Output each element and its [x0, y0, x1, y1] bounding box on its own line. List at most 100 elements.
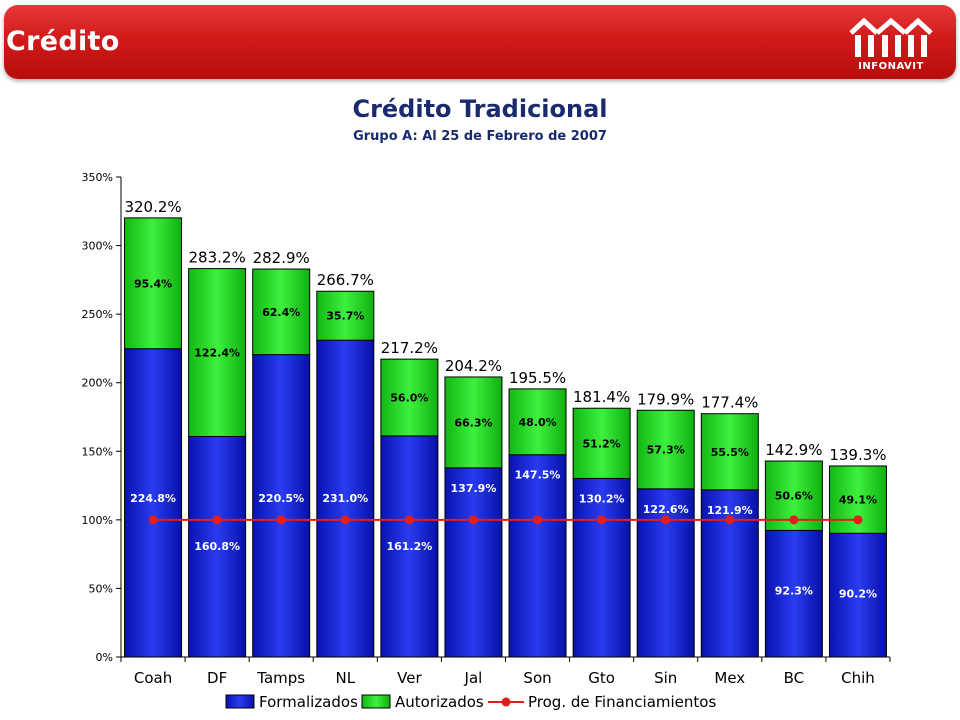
bar-autorizados	[636, 409, 695, 490]
data-label-autorizados: 48.0%	[518, 416, 556, 429]
bar-formalizados	[828, 532, 887, 658]
bar-formalizados	[188, 435, 247, 658]
bar-autorizados	[252, 268, 311, 356]
data-label-formalizados: 137.9%	[451, 482, 497, 495]
x-tick-label: NL	[336, 669, 356, 687]
page-title: Crédito	[6, 26, 120, 57]
x-tick-label: Gto	[588, 669, 615, 687]
total-label: 320.2%	[124, 198, 181, 216]
y-tick-label: 350%	[82, 171, 113, 184]
logo-text: INFONAVIT	[858, 61, 924, 72]
data-label-formalizados: 90.2%	[839, 587, 877, 600]
data-label-autorizados: 50.6%	[775, 490, 813, 503]
house-logo-icon	[849, 17, 933, 57]
x-tick-label: Ver	[397, 669, 422, 687]
total-label: 204.2%	[445, 357, 502, 375]
data-label-formalizados: 147.5%	[515, 469, 561, 482]
total-label: 177.4%	[701, 394, 758, 412]
legend-marker-prog	[501, 697, 511, 707]
data-label-autorizados: 49.1%	[839, 494, 877, 507]
total-label: 181.4%	[573, 388, 630, 406]
legend-swatch-formalizados	[225, 694, 255, 709]
y-tick-label: 200%	[82, 377, 113, 390]
y-tick-label: 300%	[82, 240, 113, 253]
bar-autorizados	[316, 290, 375, 341]
x-tick-label: Tamps	[256, 669, 305, 687]
bar-formalizados	[252, 354, 311, 658]
x-tick-label: Chih	[841, 669, 875, 687]
y-tick-label: 0%	[96, 651, 113, 664]
y-tick-label: 50%	[89, 582, 113, 595]
x-tick-label: Mex	[714, 669, 745, 687]
bar-formalizados	[380, 435, 439, 658]
chart-subtitle: Grupo A: Al 25 de Febrero de 2007	[353, 129, 607, 144]
total-label: 142.9%	[765, 441, 822, 459]
data-label-autorizados: 35.7%	[326, 310, 364, 323]
total-label: 179.9%	[637, 390, 694, 408]
point-prog-financiamientos	[853, 515, 863, 525]
data-label-autorizados: 62.4%	[262, 306, 300, 319]
data-label-autorizados: 95.4%	[134, 277, 172, 290]
data-label-autorizados: 55.5%	[711, 446, 749, 459]
bar-autorizados	[764, 460, 823, 531]
total-label: 266.7%	[317, 271, 374, 289]
bar-formalizados	[572, 477, 631, 658]
bar-autorizados	[700, 413, 759, 491]
data-label-autorizados: 122.4%	[194, 347, 240, 360]
point-prog-financiamientos	[533, 515, 543, 525]
total-label: 282.9%	[253, 249, 310, 267]
x-tick-label: BC	[784, 669, 805, 687]
data-label-autorizados: 57.3%	[647, 444, 685, 457]
point-prog-financiamientos	[789, 515, 799, 525]
total-label: 139.3%	[829, 446, 886, 464]
x-tick-label: Coah	[134, 669, 172, 687]
header-band	[4, 5, 956, 79]
total-label: 283.2%	[189, 249, 246, 267]
data-label-formalizados: 220.5%	[258, 492, 304, 505]
point-prog-financiamientos	[661, 515, 671, 525]
bar-formalizados	[124, 348, 183, 658]
point-prog-financiamientos	[148, 515, 158, 525]
chart-title: Crédito Tradicional	[352, 95, 608, 123]
point-prog-financiamientos	[212, 515, 222, 525]
data-label-autorizados: 66.3%	[454, 416, 492, 429]
data-label-formalizados: 92.3%	[775, 584, 813, 597]
bar-autorizados	[124, 217, 183, 350]
x-tick-label: DF	[207, 669, 227, 687]
data-label-formalizados: 160.8%	[194, 540, 240, 553]
infonavit-logo: INFONAVIT	[846, 13, 936, 75]
total-label: 195.5%	[509, 369, 566, 387]
bar-autorizados	[188, 268, 247, 437]
data-label-formalizados: 121.9%	[707, 504, 753, 517]
data-label-formalizados: 130.2%	[579, 492, 625, 505]
data-label-formalizados: 231.0%	[322, 492, 368, 505]
data-label-autorizados: 56.0%	[390, 392, 428, 405]
legend-label-autorizados: Autorizados	[395, 693, 484, 711]
point-prog-financiamientos	[468, 515, 478, 525]
data-label-formalizados: 161.2%	[386, 540, 432, 553]
y-tick-label: 250%	[82, 308, 113, 321]
data-label-autorizados: 51.2%	[583, 437, 621, 450]
point-prog-financiamientos	[340, 515, 350, 525]
bar-formalizados	[764, 529, 823, 658]
bar-autorizados	[444, 376, 503, 469]
x-tick-label: Jal	[464, 669, 483, 687]
legend-swatch-autorizados	[361, 694, 391, 709]
data-label-formalizados: 224.8%	[130, 492, 176, 505]
point-prog-financiamientos	[276, 515, 286, 525]
total-label: 217.2%	[381, 339, 438, 357]
legend-label-formalizados: Formalizados	[259, 693, 358, 711]
point-prog-financiamientos	[725, 515, 735, 525]
bar-autorizados	[380, 358, 439, 437]
point-prog-financiamientos	[597, 515, 607, 525]
y-tick-label: 100%	[82, 514, 113, 527]
point-prog-financiamientos	[404, 515, 414, 525]
bar-formalizados	[444, 467, 503, 658]
x-tick-label: Son	[523, 669, 551, 687]
legend-label-prog: Prog. de Financiamientos	[528, 693, 716, 711]
bar-autorizados	[572, 407, 631, 479]
y-tick-label: 150%	[82, 445, 113, 458]
bar-autorizados	[508, 388, 567, 456]
bar-formalizados	[508, 454, 567, 658]
x-tick-label: Sin	[654, 669, 677, 687]
